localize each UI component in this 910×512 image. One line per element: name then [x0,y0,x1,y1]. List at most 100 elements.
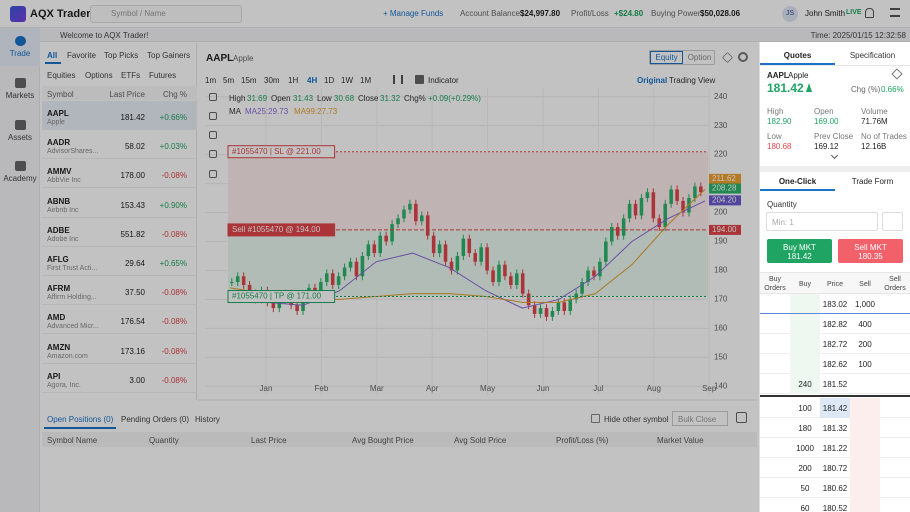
watchlist-row[interactable] [42,218,197,247]
watchlist-row[interactable] [42,364,197,393]
watchlist-tab[interactable]: Top Gainers [147,51,191,60]
sell-cell-bg [850,458,880,478]
timeframe[interactable]: 4H [307,76,318,85]
sidebar-icon[interactable] [15,36,26,46]
drawing-tool[interactable] [209,170,217,178]
avatar[interactable]: JS [782,6,798,22]
watchlist-tab[interactable]: Top Picks [104,51,139,60]
view-toggle[interactable]: Trading View [669,76,716,85]
book-row[interactable] [760,354,910,374]
sidebar-icon[interactable] [15,78,26,88]
ohlc-value: +0.09(+0.29%) [428,94,481,103]
mode-button[interactable]: Equity [650,51,683,64]
mode-button[interactable]: Option [687,53,712,62]
watchlist-tab[interactable]: Favorite [67,51,96,60]
book-row[interactable] [760,458,910,478]
timeframe[interactable]: 5m [223,76,235,85]
watchlist-row[interactable] [42,189,197,218]
watchlist-row[interactable] [42,247,197,276]
positions-tab[interactable]: Open Positions (0) [47,415,114,424]
quote-tab[interactable]: Quotes [783,51,812,60]
drawing-tool[interactable] [209,150,217,158]
quote-symbol: AAPL [767,71,789,80]
timeframe[interactable]: 1M [360,76,372,85]
watchlist-row[interactable] [42,101,197,130]
trade-tab[interactable]: Trade Form [851,177,894,186]
candle [699,186,703,193]
indicator[interactable]: Indicator [428,76,459,85]
clock: Time: 2025/01/15 12:32:58 [810,31,906,40]
watchlist-tab[interactable]: All [47,51,58,60]
positions-column: Market Value [657,436,704,445]
timeframe[interactable]: 1D [324,76,335,85]
sidebar-label[interactable]: Academy [3,174,37,183]
sidebar-label[interactable]: Trade [9,49,31,58]
positions-tab[interactable]: History [195,415,220,424]
book-row[interactable] [760,334,910,354]
sell-button[interactable] [838,239,903,263]
candle [461,238,466,256]
ma-item: MA99:27.73 [294,107,338,116]
chart-type-icon[interactable] [393,75,403,84]
tab-underline [45,62,61,64]
drawing-tool[interactable] [209,131,217,139]
book-row[interactable] [760,314,910,334]
row-change: -0.08% [161,171,187,181]
sell-label: Sell MKT [854,243,887,252]
view-toggle[interactable]: Original [637,76,668,85]
watchlist-row[interactable] [42,305,197,335]
quote-tab[interactable]: Specification [849,51,896,60]
trade-tab[interactable]: One-Click [778,177,817,186]
timeframe[interactable]: 1H [288,76,299,85]
sidebar-icon[interactable] [15,120,26,130]
drawing-tool[interactable] [209,93,217,101]
watchlist-subtab[interactable]: ETFs [121,71,141,80]
row-price: 58.02 [124,142,145,152]
indicator-icon[interactable] [415,75,424,84]
settings-icon[interactable] [738,52,748,62]
quantity-input[interactable] [766,212,878,231]
watchlist-row[interactable] [42,335,197,364]
menu-icon[interactable] [890,8,900,17]
timeframe[interactable]: 1W [341,76,353,85]
timeframe[interactable]: 1m [205,76,217,85]
positions-column: Profit/Loss (%) [556,436,609,445]
chart-name: Apple [233,54,254,63]
bulk-close[interactable]: Bulk Close [672,411,728,426]
notification-icon[interactable] [865,8,874,18]
watchlist-subtab[interactable]: Equities [47,71,76,80]
checkbox[interactable] [591,414,600,423]
y-tick-label: 140 [714,381,728,390]
book-cell: 180.62 [822,484,848,493]
timeframe[interactable]: 30m [264,76,280,85]
user-name[interactable]: John Smith [805,9,846,18]
watchlist-row[interactable] [42,159,197,189]
book-row[interactable] [760,438,910,458]
book-row[interactable] [760,478,910,498]
mode-toggle [649,50,715,65]
candle [538,308,543,314]
more-button[interactable] [882,212,903,231]
columns-icon[interactable] [736,412,747,423]
row-name: First Trust Acti... [47,265,98,272]
positions-tab[interactable]: Pending Orders (0) [121,415,190,424]
watchlist-row[interactable] [42,276,197,306]
book-row[interactable] [760,418,910,438]
candle [408,203,412,210]
search-box[interactable] [90,5,242,23]
watchlist-subtab[interactable]: Futures [149,71,177,80]
manage-funds[interactable]: + Manage Funds [383,9,444,18]
watchlist-row[interactable] [42,130,197,160]
drawing-tool[interactable] [209,112,217,120]
x-tick-label: Mar [370,384,384,393]
book-row[interactable] [760,374,910,394]
buy-button[interactable] [767,239,832,263]
sidebar-label[interactable]: Assets [7,133,32,142]
candle [621,218,626,236]
up-arrow [806,83,812,92]
stat-value: 182.90 [767,117,792,126]
sidebar-icon[interactable] [15,161,26,171]
timeframe[interactable]: 15m [241,76,257,85]
sidebar-label[interactable]: Markets [5,91,35,100]
watchlist-subtab[interactable]: Options [85,71,113,80]
